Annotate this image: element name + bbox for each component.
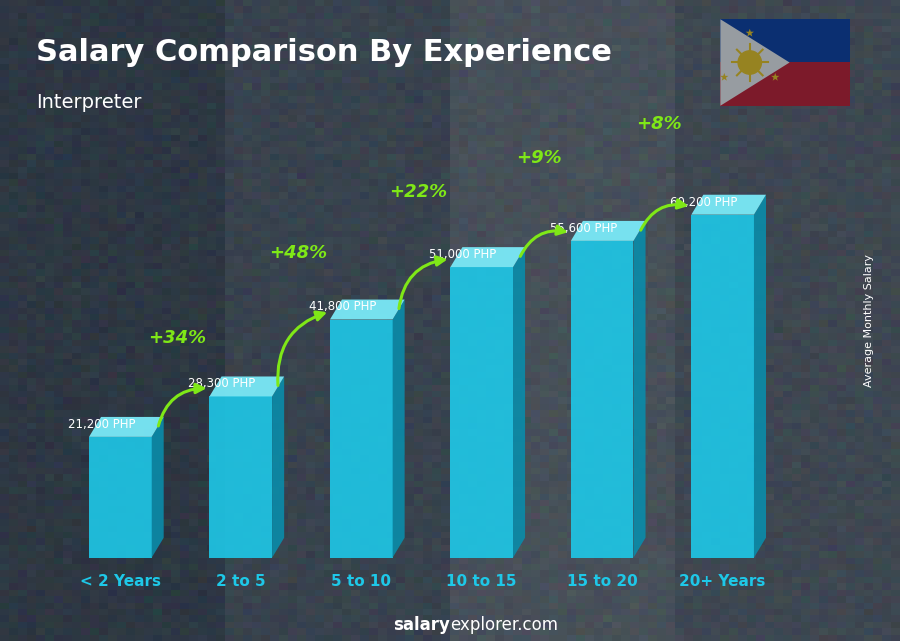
Polygon shape <box>720 73 728 81</box>
Text: salary: salary <box>393 616 450 634</box>
Polygon shape <box>746 29 754 37</box>
Text: Interpreter: Interpreter <box>36 93 141 112</box>
Polygon shape <box>513 247 525 558</box>
Text: 41,800 PHP: 41,800 PHP <box>309 301 376 313</box>
Polygon shape <box>151 417 164 558</box>
Bar <box>720 19 850 62</box>
Text: 51,000 PHP: 51,000 PHP <box>429 248 497 261</box>
Polygon shape <box>720 19 789 106</box>
Polygon shape <box>272 376 284 558</box>
Polygon shape <box>210 376 284 396</box>
Polygon shape <box>330 299 405 319</box>
Text: +8%: +8% <box>636 115 682 133</box>
Polygon shape <box>450 267 513 558</box>
Text: 60,200 PHP: 60,200 PHP <box>670 196 737 208</box>
Polygon shape <box>571 241 634 558</box>
Polygon shape <box>89 437 151 558</box>
Text: 55,600 PHP: 55,600 PHP <box>550 222 617 235</box>
Text: 21,200 PHP: 21,200 PHP <box>68 418 135 431</box>
Bar <box>720 62 850 106</box>
Text: +9%: +9% <box>516 149 562 167</box>
Polygon shape <box>210 396 272 558</box>
Polygon shape <box>771 73 779 81</box>
Circle shape <box>738 51 761 74</box>
Text: Salary Comparison By Experience: Salary Comparison By Experience <box>36 38 612 67</box>
Polygon shape <box>691 215 754 558</box>
Polygon shape <box>89 417 164 437</box>
Polygon shape <box>330 319 392 558</box>
Text: explorer.com: explorer.com <box>450 616 558 634</box>
Polygon shape <box>634 221 645 558</box>
Text: +48%: +48% <box>269 244 327 262</box>
Text: 28,300 PHP: 28,300 PHP <box>188 378 256 390</box>
Polygon shape <box>691 195 766 215</box>
Polygon shape <box>450 247 525 267</box>
Polygon shape <box>754 195 766 558</box>
Polygon shape <box>392 299 405 558</box>
Text: +22%: +22% <box>390 183 447 201</box>
Text: Average Monthly Salary: Average Monthly Salary <box>863 254 874 387</box>
Text: +34%: +34% <box>148 329 207 347</box>
Polygon shape <box>571 221 645 241</box>
